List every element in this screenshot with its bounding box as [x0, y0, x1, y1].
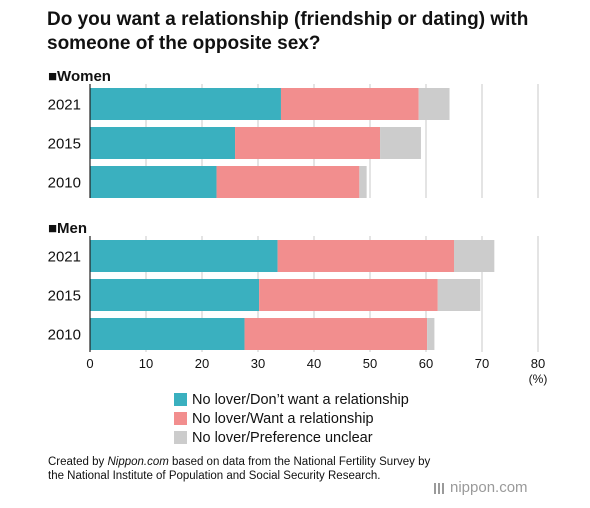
logo-mark-icon [434, 482, 446, 494]
bar-segment [216, 166, 360, 198]
legend-item-unclear: No lover/Preference unclear [174, 428, 409, 447]
source-italic: Nippon.com [107, 456, 169, 468]
x-tick-label: 0 [86, 356, 93, 371]
bar-segment [437, 279, 481, 311]
bar-segment [90, 279, 260, 311]
bar-segment [90, 127, 236, 159]
bar-segment [418, 88, 450, 120]
row-label: 2021 [48, 97, 81, 114]
legend-item-dont-want: No lover/Don’t want a relationship [174, 390, 409, 409]
bar-segment [235, 127, 381, 159]
bar-segment [427, 318, 435, 350]
x-tick-label: 60 [419, 356, 433, 371]
group-label: ■Men [48, 220, 87, 237]
legend-label-dont-want: No lover/Don’t want a relationship [192, 391, 409, 408]
bar-segment [277, 240, 454, 272]
group-label: ■Women [48, 68, 111, 85]
legend-swatch-pink [174, 412, 187, 425]
bar-segment [244, 318, 428, 350]
row-label: 2021 [48, 249, 81, 266]
row-label: 2010 [48, 175, 81, 192]
nippon-logo: nippon .com [434, 479, 528, 496]
x-tick-label: 30 [251, 356, 265, 371]
unit-label: (%) [529, 372, 548, 386]
x-tick-label: 40 [307, 356, 321, 371]
x-tick-label: 80 [531, 356, 545, 371]
bar-segment [380, 127, 421, 159]
bar-segment [280, 88, 419, 120]
legend-swatch-teal [174, 393, 187, 406]
bar-segment [259, 279, 438, 311]
source-after: based on data from the National Fertilit… [48, 456, 431, 482]
legend-label-want: No lover/Want a relationship [192, 410, 374, 427]
source-note: Created by Nippon.com based on data from… [48, 455, 448, 483]
logo-suffix: .com [495, 479, 528, 496]
legend-swatch-gray [174, 431, 187, 444]
legend-label-unclear: No lover/Preference unclear [192, 429, 373, 446]
bar-segment [90, 166, 217, 198]
x-tick-label: 10 [139, 356, 153, 371]
bar-segment [90, 240, 278, 272]
chart-title: Do you want a relationship (friendship o… [47, 9, 529, 54]
row-label: 2015 [48, 136, 81, 153]
bar-segment [454, 240, 495, 272]
source-before: Created by [48, 456, 108, 468]
bar-segment [90, 88, 281, 120]
x-tick-label: 20 [195, 356, 209, 371]
row-label: 2010 [48, 327, 81, 344]
x-tick-label: 50 [363, 356, 377, 371]
legend: No lover/Don’t want a relationship No lo… [174, 390, 409, 447]
bar-segment [359, 166, 367, 198]
row-label: 2015 [48, 288, 81, 305]
logo-main: nippon [450, 479, 496, 496]
legend-item-want: No lover/Want a relationship [174, 409, 409, 428]
x-tick-label: 70 [475, 356, 489, 371]
bar-segment [90, 318, 245, 350]
